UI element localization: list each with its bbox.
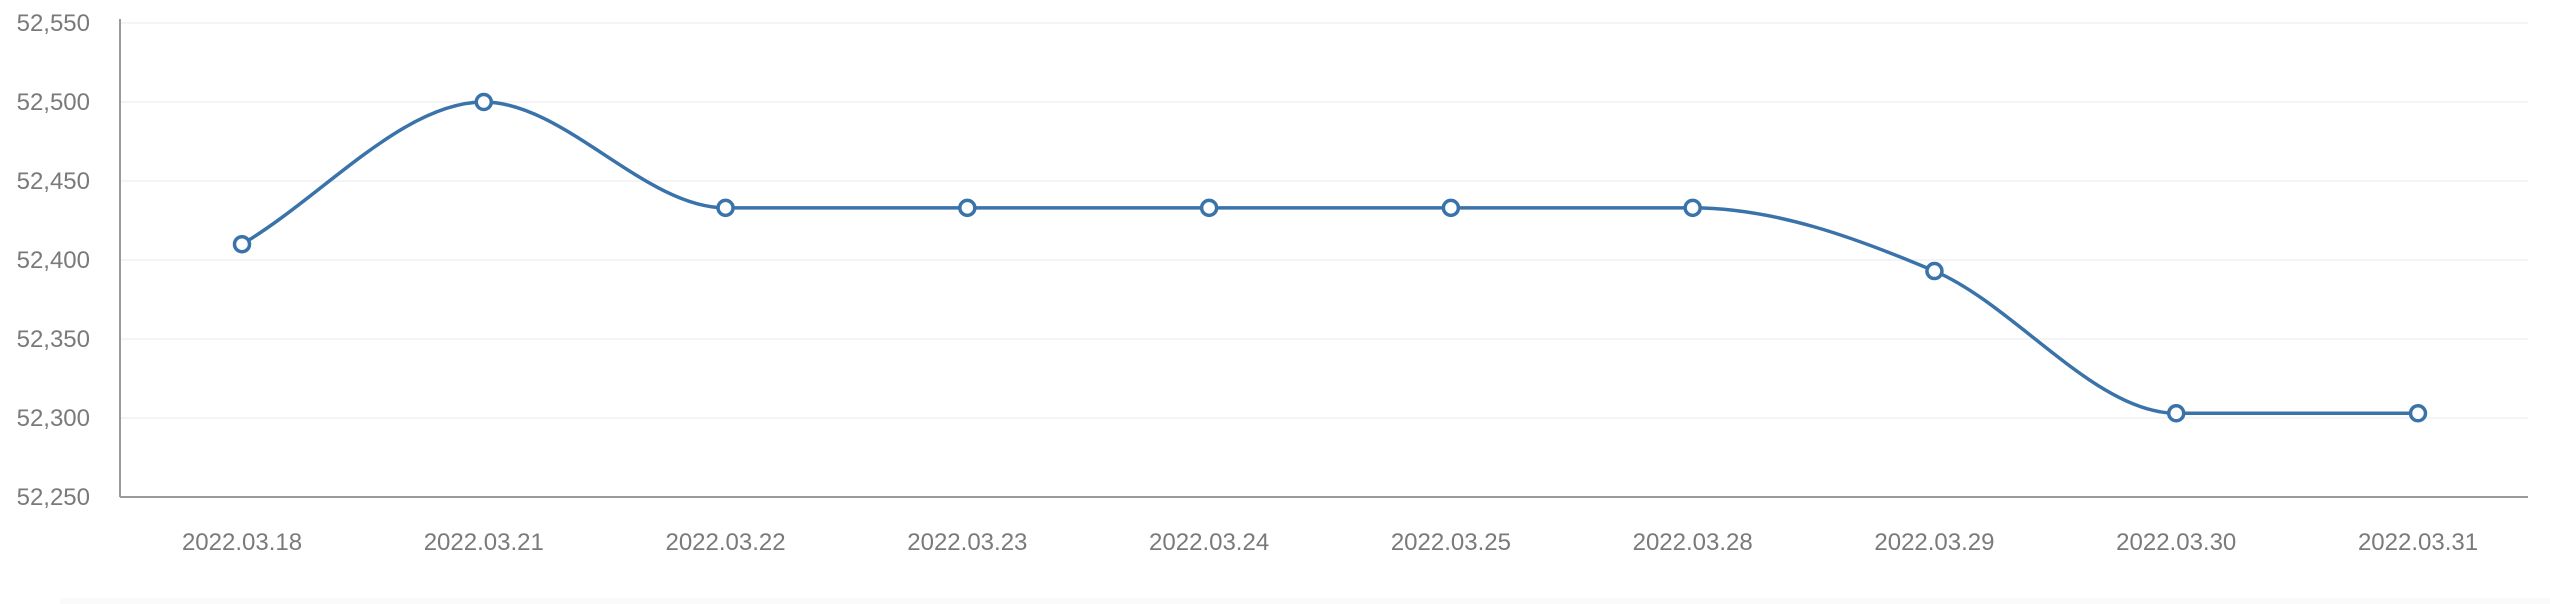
x-tick-label: 2022.03.18: [182, 529, 302, 556]
y-tick-label: 52,250: [17, 484, 90, 511]
bottom-band: [60, 598, 2550, 604]
y-tick-labels: 52,250 52,300 52,350 52,400 52,450 52,500 52,5…: [17, 10, 90, 511]
y-tick-label: 52,350: [17, 326, 90, 353]
series-line: [240, 100, 2420, 416]
y-tick-label: 52,300: [17, 405, 90, 432]
series-point: [1925, 261, 1944, 281]
x-tick-label: 2022.03.29: [1874, 529, 1994, 556]
x-tick-label: 2022.03.30: [2116, 529, 2236, 556]
x-tick-label: 2022.03.25: [1391, 529, 1511, 556]
x-tick-label: 2022.03.21: [424, 529, 544, 556]
series-point: [474, 92, 494, 112]
x-tick-label: 2022.03.24: [1149, 529, 1269, 556]
series-layer: [232, 92, 2428, 423]
grid-layer: [120, 22, 2528, 419]
x-tick-label: 2022.03.22: [665, 529, 785, 556]
series-point: [716, 198, 735, 218]
series-point: [1683, 198, 1702, 218]
x-tick-label: 2022.03.31: [2358, 529, 2478, 556]
series-point: [1441, 198, 1461, 218]
y-tick-label: 52,400: [17, 247, 90, 274]
series-point: [2408, 404, 2428, 423]
y-tick-label: 52,550: [17, 10, 90, 37]
y-tick-label: 52,500: [17, 89, 90, 116]
x-tick-label: 2022.03.23: [907, 529, 1027, 556]
series-point: [1199, 198, 1219, 218]
series-point: [958, 198, 977, 218]
axis-layer: [119, 19, 2528, 498]
y-tick-label: 52,450: [17, 168, 90, 195]
x-tick-label: 2022.03.28: [1633, 529, 1753, 556]
series-point: [2166, 404, 2186, 423]
x-tick-labels: 2022.03.18 2022.03.21 2022.03.22 2022.03.23…: [182, 529, 2478, 556]
series-point: [232, 234, 252, 254]
